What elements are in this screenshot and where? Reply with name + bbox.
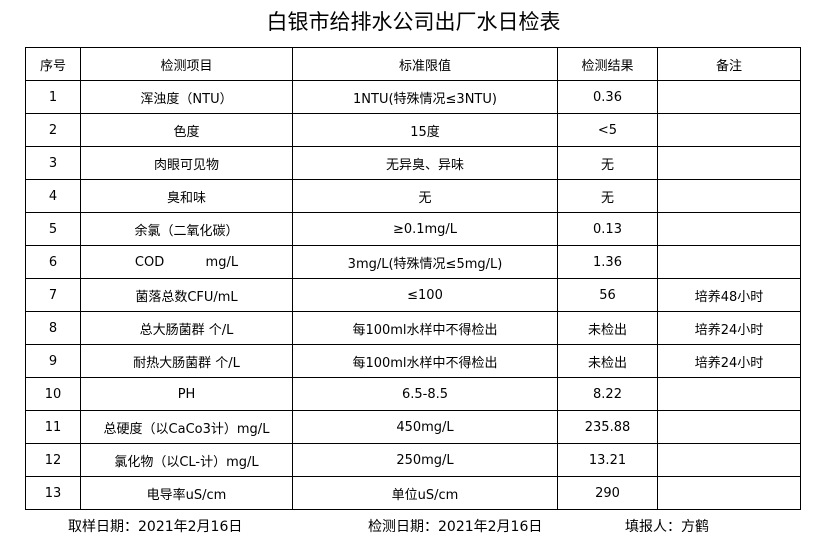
cell: 13.21	[557, 443, 658, 477]
cell	[657, 113, 801, 147]
data-row: 9 耐热大肠菌群 个/L 每100ml水样中不得检出 未检出 培养24小时	[25, 344, 801, 378]
cell: 每100ml水样中不得检出	[292, 311, 558, 345]
cell: 235.88	[557, 410, 658, 444]
cell	[657, 146, 801, 180]
data-row: 3 肉眼可见物 无异臭、异味无	[25, 146, 801, 180]
cell: 未检出	[557, 344, 658, 378]
cell: 培养48小时	[657, 278, 801, 312]
data-row: 5 余氯（二氧化碳） ≥0.1mg/L 0.13	[25, 212, 801, 246]
title: 白银市给排水公司出厂水日检表	[266, 10, 561, 34]
cell: 11	[25, 410, 81, 444]
cell: 总硬度（以CaCo3计）mg/L	[80, 410, 293, 444]
data-row: 13 电导率uS/cm 单位uS/cm 290	[25, 476, 801, 510]
cell: 培养24小时	[657, 344, 801, 378]
cell	[657, 410, 801, 444]
cell: 2	[25, 113, 81, 147]
cell: 12	[25, 443, 81, 477]
cell: 6.5-8.5	[292, 377, 558, 411]
data-row: 1 浑浊度（NTU） 1NTU(特殊情况≤3NTU) 0.36	[25, 80, 801, 114]
header-row: 序号 检测项目 标准限值 检测结果 备注	[25, 47, 801, 81]
data-row: 12 氯化物（以CL-计）mg/L 250mg/L 13.21	[25, 443, 801, 477]
cell: 肉眼可见物	[80, 146, 293, 180]
cell: 8.22	[557, 377, 658, 411]
cell	[657, 179, 801, 213]
cell: 无	[557, 179, 658, 213]
cell: 5	[25, 212, 81, 246]
cell: 电导率uS/cm	[80, 476, 293, 510]
data-row: 4 臭和味无无	[25, 179, 801, 213]
cell: 菌落总数CFU/mL	[80, 278, 293, 312]
cell: PH	[80, 377, 293, 411]
cell: 3mg/L(特殊情况≤5mg/L)	[292, 245, 558, 279]
inspection-table: 序号 检测项目 标准限值 检测结果 备注 1 浑浊度（NTU） 1NTU(特殊情况≤3NTU)…	[25, 47, 801, 510]
data-row: 10 PH 6.5-8.5 8.22	[25, 377, 801, 411]
cell: 标准限值	[292, 47, 558, 81]
reporter: 填报人：方鹤	[625, 519, 709, 535]
cell: 10	[25, 377, 81, 411]
cell: 备注	[657, 47, 801, 81]
cell	[657, 377, 801, 411]
test-date: 检测日期：2021年2月16日	[368, 519, 543, 535]
cell: 无	[292, 179, 558, 213]
cell: 9	[25, 344, 81, 378]
cell: 1	[25, 80, 81, 114]
cell: 13	[25, 476, 81, 510]
cell	[657, 443, 801, 477]
cell: <5	[557, 113, 658, 147]
cell: 无	[557, 146, 658, 180]
cell: 氯化物（以CL-计）mg/L	[80, 443, 293, 477]
cell: 每100ml水样中不得检出	[292, 344, 558, 378]
cell: 6	[25, 245, 81, 279]
cell: 培养24小时	[657, 311, 801, 345]
cell: ≤100	[292, 278, 558, 312]
data-row: 2 色度 15度 <5	[25, 113, 801, 147]
cell	[657, 212, 801, 246]
cell: 1.36	[557, 245, 658, 279]
cell: 余氯（二氧化碳）	[80, 212, 293, 246]
cell: 56	[557, 278, 658, 312]
data-row: 8 总大肠菌群 个/L 每100ml水样中不得检出 未检出 培养24小时	[25, 311, 801, 345]
cell: 4	[25, 179, 81, 213]
cell: 15度	[292, 113, 558, 147]
cell: 序号	[25, 47, 81, 81]
cell: 单位uS/cm	[292, 476, 558, 510]
data-row: 11 总硬度（以CaCo3计）mg/L 450mg/L 235.88	[25, 410, 801, 444]
sampling-date: 取样日期：2021年2月16日	[68, 519, 243, 535]
cell: 450mg/L	[292, 410, 558, 444]
cell: 1NTU(特殊情况≤3NTU)	[292, 80, 558, 114]
cell: 290	[557, 476, 658, 510]
cell: 色度	[80, 113, 293, 147]
cell: ≥0.1mg/L	[292, 212, 558, 246]
cell: COD mg/L	[80, 245, 293, 279]
cell	[657, 476, 801, 510]
cell: 无异臭、异味	[292, 146, 558, 180]
cell: 耐热大肠菌群 个/L	[80, 344, 293, 378]
cell: 总大肠菌群 个/L	[80, 311, 293, 345]
cell: 臭和味	[80, 179, 293, 213]
cell: 7	[25, 278, 81, 312]
cell: 未检出	[557, 311, 658, 345]
cell: 检测结果	[557, 47, 658, 81]
cell: 0.13	[557, 212, 658, 246]
cell: 0.36	[557, 80, 658, 114]
cell: 8	[25, 311, 81, 345]
cell: 250mg/L	[292, 443, 558, 477]
cell: 3	[25, 146, 81, 180]
cell	[657, 245, 801, 279]
cell: 检测项目	[80, 47, 293, 81]
cell: 浑浊度（NTU）	[80, 80, 293, 114]
data-row: 6 COD mg/L 3mg/L(特殊情况≤5mg/L) 1.36	[25, 245, 801, 279]
data-row: 7 菌落总数CFU/mL ≤100 56 培养48小时	[25, 278, 801, 312]
cell	[657, 80, 801, 114]
